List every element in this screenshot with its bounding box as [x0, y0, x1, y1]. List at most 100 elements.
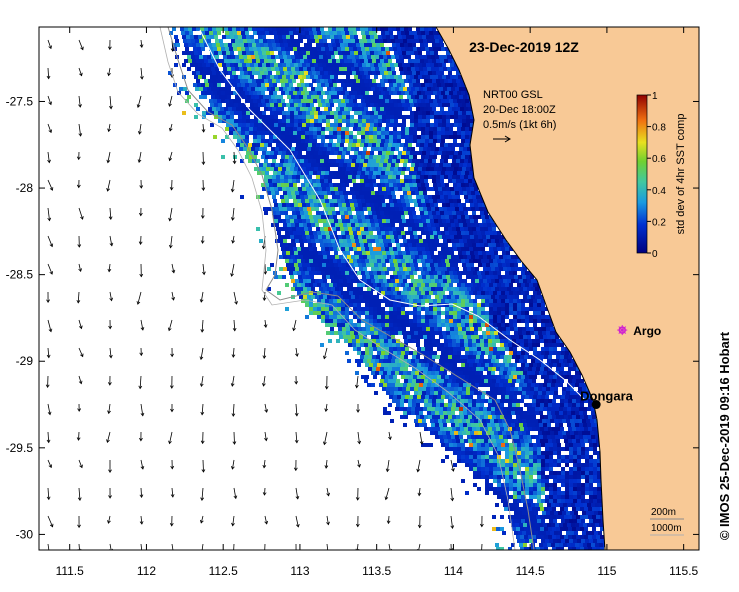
sst-pixel: [414, 219, 418, 223]
sst-pixel: [293, 131, 297, 135]
sst-pixel: [397, 199, 401, 203]
sst-pixel: [491, 371, 495, 375]
sst-pixel: [455, 163, 459, 167]
sst-pixel: [322, 187, 326, 191]
sst-pixel: [431, 147, 435, 151]
sst-pixel: [432, 27, 436, 31]
sst-pixel: [364, 175, 368, 179]
sst-pixel: [371, 147, 375, 151]
sst-pixel: [372, 179, 376, 183]
sst-pixel: [390, 35, 394, 39]
sst-pixel: [491, 279, 495, 283]
sst-pixel: [386, 187, 390, 191]
sst-pixel: [450, 75, 454, 79]
sst-pixel: [463, 95, 467, 99]
sst-pixel: [387, 371, 391, 375]
sst-pixel: [573, 375, 577, 379]
sst-pixel: [242, 35, 246, 39]
sst-pixel: [252, 27, 256, 31]
sst-pixel: [191, 39, 195, 43]
sst-pixel: [517, 303, 521, 307]
sst-pixel: [419, 239, 423, 243]
sst-pixel: [428, 27, 432, 31]
sst-pixel: [302, 103, 306, 107]
sst-pixel: [462, 123, 466, 127]
sst-pixel: [326, 119, 330, 123]
sst-pixel: [421, 171, 425, 175]
sst-pixel: [200, 43, 204, 47]
sst-pixel: [297, 135, 301, 139]
sst-pixel: [505, 247, 509, 251]
sst-pixel: [453, 83, 457, 87]
sst-pixel: [214, 51, 218, 55]
sst-pixel: [405, 259, 409, 263]
sst-pixel: [419, 279, 423, 283]
sst-pixel: [278, 123, 282, 127]
sst-pixel: [455, 267, 459, 271]
sst-pixel: [347, 67, 351, 71]
sst-pixel: [232, 27, 236, 31]
sst-pixel: [265, 171, 269, 175]
sst-pixel: [449, 99, 453, 103]
sst-pixel: [341, 303, 345, 307]
sst-pixel: [345, 323, 349, 327]
sst-pixel: [289, 131, 293, 135]
sst-pixel: [501, 323, 505, 327]
sst-pixel: [373, 91, 377, 95]
sst-pixel: [354, 75, 358, 79]
sst-pixel: [460, 343, 464, 347]
sst-pixel: [426, 103, 430, 107]
sst-pixel: [337, 299, 341, 303]
sst-pixel: [447, 255, 451, 259]
sst-pixel: [391, 67, 395, 71]
sst-pixel: [371, 207, 375, 211]
sst-pixel: [385, 139, 389, 143]
sst-pixel: [540, 339, 544, 343]
sst-pixel: [405, 311, 409, 315]
sst-pixel: [303, 87, 307, 91]
sst-pixel: [377, 299, 381, 303]
sst-pixel: [487, 287, 491, 291]
sst-pixel: [326, 187, 330, 191]
sst-pixel: [470, 111, 474, 115]
sst-pixel: [401, 315, 405, 319]
sst-pixel: [305, 99, 309, 103]
sst-pixel: [377, 363, 381, 367]
sst-pixel: [222, 111, 226, 115]
sst-pixel: [173, 83, 177, 87]
sst-pixel: [502, 251, 506, 255]
sst-pixel: [423, 279, 427, 283]
sst-pixel: [418, 187, 422, 191]
sst-pixel: [281, 91, 285, 95]
sst-pixel: [369, 231, 373, 235]
sst-pixel: [302, 251, 306, 255]
sst-pixel: [427, 223, 431, 227]
sst-pixel: [370, 327, 374, 331]
sst-pixel: [401, 303, 405, 307]
sst-pixel: [327, 295, 331, 299]
sst-pixel: [397, 347, 401, 351]
sst-pixel: [521, 375, 525, 379]
sst-pixel: [214, 103, 218, 107]
sst-pixel: [471, 371, 475, 375]
sst-pixel: [298, 75, 302, 79]
sst-pixel: [446, 75, 450, 79]
sst-pixel: [477, 307, 481, 311]
sst-pixel: [355, 295, 359, 299]
sst-pixel: [335, 239, 339, 243]
sst-pixel: [485, 375, 489, 379]
sst-pixel: [330, 75, 334, 79]
sst-pixel: [302, 263, 306, 267]
sst-pixel: [446, 167, 450, 171]
sst-pixel: [375, 147, 379, 151]
sst-pixel: [548, 379, 552, 383]
sst-pixel: [390, 119, 394, 123]
sst-pixel: [280, 143, 284, 147]
sst-pixel: [289, 135, 293, 139]
sst-pixel: [386, 167, 390, 171]
sst-pixel: [381, 155, 385, 159]
sst-pixel: [299, 267, 303, 271]
sst-pixel: [505, 283, 509, 287]
sst-pixel: [423, 383, 427, 387]
sst-pixel: [516, 355, 520, 359]
